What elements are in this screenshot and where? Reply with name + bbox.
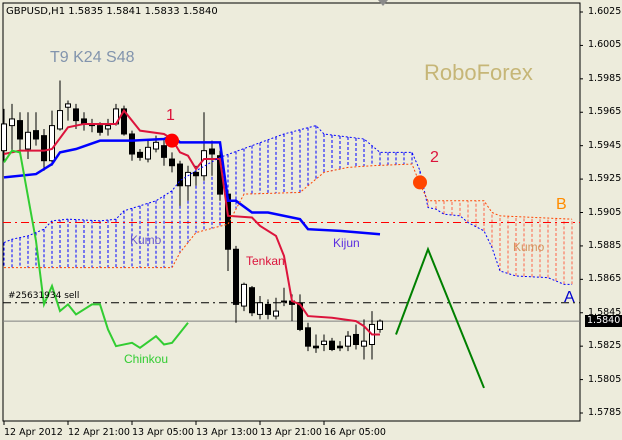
kumo-label-left: Kumo: [130, 233, 162, 247]
price-tick-label: 1.5905: [588, 206, 622, 218]
bull-candle: [65, 103, 71, 108]
line-b-label: B: [556, 196, 567, 213]
bear-candle: [353, 333, 359, 345]
bear-candle: [177, 163, 183, 187]
brand-watermark: RoboForex: [424, 60, 533, 85]
time-tick-label: 13 Apr 21:00: [260, 427, 322, 438]
marker-2-label: 2: [430, 149, 439, 166]
bear-candle: [249, 287, 255, 314]
bid-price-box: 1.5840: [585, 315, 622, 327]
a-line: [3, 125, 572, 285]
price-tick-label: 1.5805: [588, 373, 622, 385]
price-tick-label: 1.5885: [588, 239, 622, 251]
symbol-info: GBPUSD,H1 1.5835 1.5841 1.5833 1.5840: [6, 6, 218, 17]
bull-candle: [145, 146, 151, 160]
bull-candle: [185, 171, 191, 187]
bear-candle: [41, 135, 47, 162]
bull-candle: [105, 125, 111, 130]
bull-candle: [257, 302, 263, 315]
bear-candle: [73, 108, 79, 122]
sell-order-label[interactable]: #25631934 sell: [8, 291, 80, 301]
bull-candle: [25, 131, 31, 150]
bull-candle: [281, 300, 287, 303]
signal-marker-2: [413, 175, 427, 190]
bear-candle: [121, 108, 127, 135]
tenkan-label: Tenkan: [246, 254, 285, 268]
bear-candle: [129, 133, 135, 155]
signal-marker-1: [165, 133, 179, 148]
marker-1-label: 1: [166, 107, 175, 124]
line-a-label: A: [564, 289, 575, 306]
bear-candle: [193, 171, 199, 177]
bear-candle: [329, 340, 335, 351]
price-tick-label: 1.5965: [588, 106, 622, 118]
price-tick-label: 1.5985: [588, 72, 622, 84]
bear-candle: [313, 345, 319, 349]
bear-candle: [137, 151, 143, 158]
bull-candle: [321, 340, 327, 345]
bull-candle: [1, 123, 7, 152]
time-tick-label: 12 Apr 2012: [4, 427, 63, 438]
bull-candle: [377, 320, 383, 330]
bear-candle: [233, 248, 239, 305]
chinkou-line: [3, 149, 189, 350]
bear-candle: [337, 345, 343, 349]
bull-candle: [361, 340, 367, 347]
price-tick-label: 1.6025: [588, 6, 622, 17]
tenkan-line: [3, 108, 380, 336]
price-tick-label: 1.5945: [588, 139, 622, 151]
time-tick-label: 12 Apr 21:00: [68, 427, 130, 438]
bull-candle: [9, 118, 15, 127]
price-tick-label: 1.5785: [588, 407, 622, 418]
bull-candle: [345, 335, 351, 347]
price-tick-label: 1.6005: [588, 39, 622, 51]
bull-candle: [49, 125, 55, 162]
bull-candle: [57, 110, 63, 130]
kijun-label: Kijun: [333, 236, 360, 250]
bull-candle: [241, 283, 247, 307]
bull-candle: [153, 141, 159, 150]
bear-candle: [305, 327, 311, 347]
bear-candle: [17, 120, 23, 140]
b-line: [4, 163, 573, 269]
bear-candle: [297, 302, 303, 330]
indicator-params: T9 K24 S48: [50, 49, 135, 66]
time-tick-label: 13 Apr 05:00: [132, 427, 194, 438]
bull-candle: [201, 150, 207, 177]
price-tick-label: 1.5825: [588, 340, 622, 352]
time-tick-label: 13 Apr 13:00: [196, 427, 258, 438]
kijun-line: [3, 134, 381, 236]
chinkou-label: Chinkou: [124, 352, 169, 366]
bear-candle: [209, 148, 215, 155]
time-tick-label: 16 Apr 05:00: [324, 427, 386, 438]
bear-candle: [33, 130, 39, 140]
bear-candle: [161, 145, 167, 158]
price-tick-label: 1.5865: [588, 273, 622, 285]
bear-candle: [169, 158, 175, 167]
bear-candle: [265, 303, 271, 315]
kumo-label-right: Kumo: [513, 240, 545, 254]
price-tick-label: 1.5845: [588, 306, 622, 318]
chart-shift-marker-icon: [378, 0, 388, 6]
bear-candle: [97, 125, 103, 133]
bull-candle: [273, 310, 279, 317]
forecast-line: [395, 246, 485, 389]
price-tick-label: 1.5925: [588, 173, 622, 185]
